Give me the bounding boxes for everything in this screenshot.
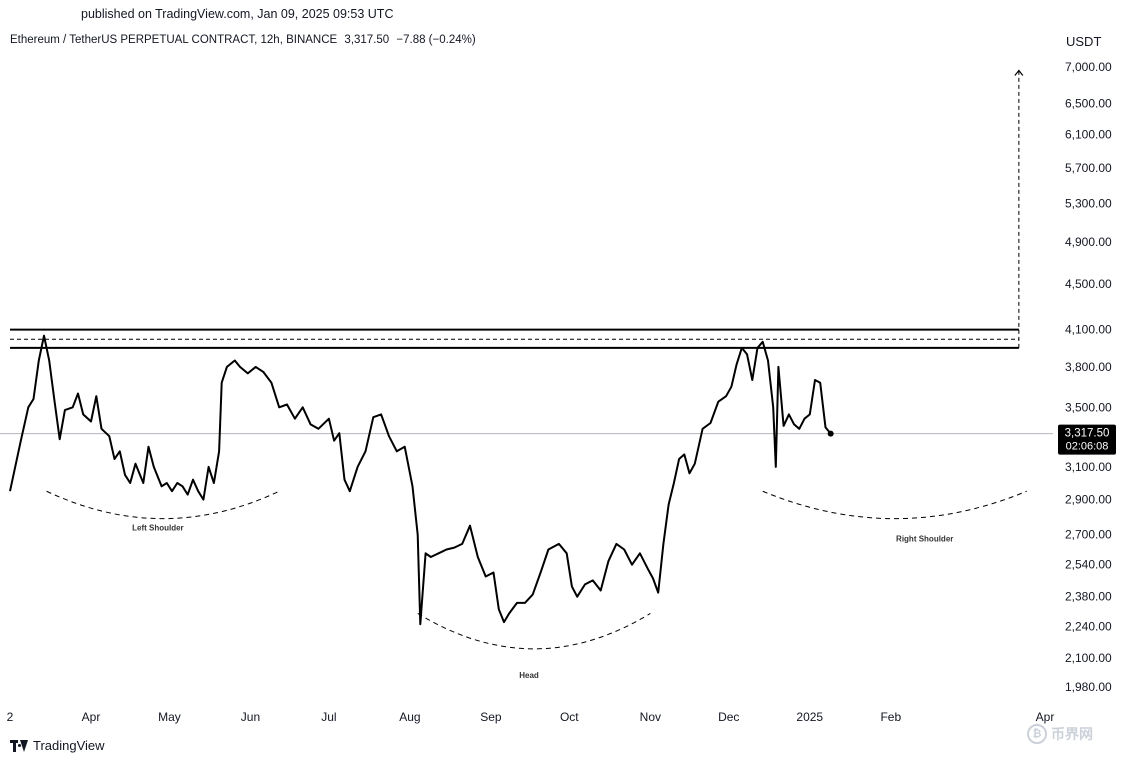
y-tick-label: 2,540.00 (1065, 558, 1112, 572)
x-tick-label: Jun (241, 710, 260, 724)
x-tick-label: Jul (321, 710, 336, 724)
x-tick-label: Feb (880, 710, 901, 724)
target-arrowhead (1014, 69, 1024, 76)
currency-label: USDT (1066, 34, 1102, 49)
x-tick-label: Dec (718, 710, 739, 724)
y-tick-label: 6,500.00 (1065, 96, 1112, 110)
y-tick-label: 3,500.00 (1065, 400, 1112, 414)
y-tick-label: 3,800.00 (1065, 360, 1112, 374)
x-tick-label: Nov (640, 710, 661, 724)
x-tick-label: Apr (82, 710, 101, 724)
head-arc (417, 613, 651, 650)
y-tick-label: 4,900.00 (1065, 235, 1112, 249)
x-tick-label: Sep (480, 710, 502, 724)
y-tick-label: 2,240.00 (1065, 619, 1112, 633)
right-shoulder-arc (762, 490, 1027, 520)
y-tick-label: 2,100.00 (1065, 651, 1112, 665)
right-shoulder-label: Right Shoulder (896, 534, 953, 543)
head-label: Head (519, 671, 539, 680)
price-marker-box (1058, 424, 1116, 455)
y-tick-label: 2,380.00 (1065, 590, 1112, 604)
x-tick-label: Oct (560, 710, 579, 724)
y-tick-label: 2,700.00 (1065, 528, 1112, 542)
watermark-text: 币界网 (1051, 726, 1093, 742)
y-tick-label: 6,100.00 (1065, 128, 1112, 142)
left-shoulder-arc (46, 490, 280, 520)
x-tick-label: Apr (1036, 710, 1055, 724)
tradingview-brand-label: TradingView (33, 738, 105, 753)
published-note: published on TradingView.com, Jan 09, 20… (81, 7, 394, 21)
price-marker-value: 3,317.50 (1065, 428, 1110, 440)
y-tick-label: 4,500.00 (1065, 277, 1112, 291)
last-price-dot (827, 430, 834, 437)
y-tick-label: 7,000.00 (1065, 60, 1112, 74)
y-tick-label: 2,900.00 (1065, 493, 1112, 507)
x-tick-label: May (158, 710, 181, 724)
tradingview-brand: TradingView (10, 738, 105, 753)
price-change: −7.88 (−0.24%) (396, 34, 476, 46)
y-tick-label: 3,100.00 (1065, 460, 1112, 474)
symbol-header: Ethereum / TetherUS PERPETUAL CONTRACT, … (10, 34, 480, 46)
y-tick-label: 4,100.00 (1065, 323, 1112, 337)
tradingview-logo-icon (10, 739, 28, 752)
y-tick-label: 5,700.00 (1065, 161, 1112, 175)
price-marker-countdown: 02:06:08 (1066, 441, 1109, 453)
last-price: 3,317.50 (344, 34, 390, 46)
x-tick-label: Aug (399, 710, 420, 724)
x-tick-label: 2025 (796, 710, 823, 724)
left-shoulder-label: Left Shoulder (132, 524, 184, 533)
y-tick-label: 1,980.00 (1065, 680, 1112, 694)
symbol-title: Ethereum / TetherUS PERPETUAL CONTRACT, … (10, 34, 338, 46)
x-tick-label: 2 (7, 710, 14, 724)
price-series-line (9, 334, 832, 626)
y-tick-label: 5,300.00 (1065, 197, 1112, 211)
coin-icon: ₿ (1027, 724, 1047, 744)
watermark: ₿ 币界网 (1027, 724, 1093, 744)
